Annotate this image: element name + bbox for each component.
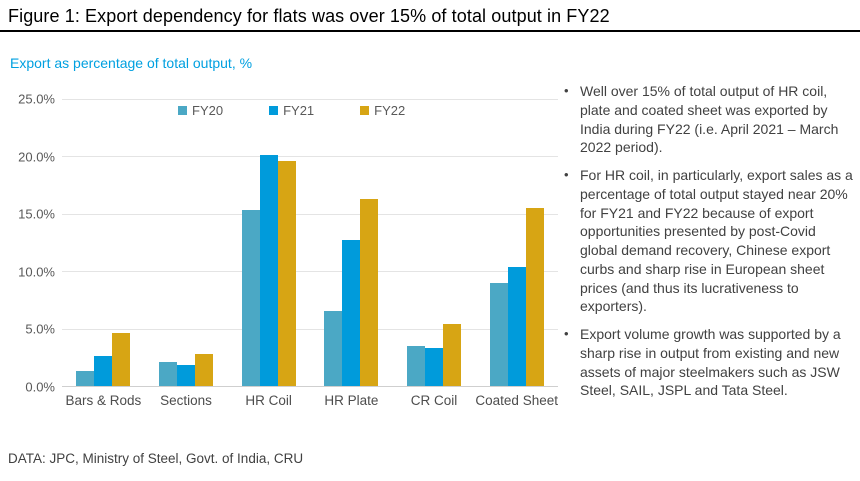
x-axis-label: Coated Sheet [475,393,558,408]
legend-item-fy22: FY22 [360,103,405,118]
gridline [62,213,558,215]
x-axis-labels: Bars & Rods Sections HR Coil HR Plate CR Coi… [62,393,558,408]
bar-fy21-hr-plate [342,240,361,386]
bar-fy22-coated-sheet [525,208,544,386]
y-tick-label: 20.0% [18,149,55,165]
bar-fy20-hr-coil [241,210,260,386]
bar-fy22-hr-coil [277,161,296,386]
bar-group [475,99,558,386]
legend-swatch-icon [360,106,370,115]
bar-fy20-hr-plate [324,311,343,386]
bar-fy22-bars-rods [112,333,131,386]
plot-area: FY20 FY21 FY22 [62,99,558,387]
data-source-note: DATA: JPC, Ministry of Steel, Govt. of I… [8,451,304,466]
bar-fy21-bars-rods [94,356,113,386]
figure-title-block: Figure 1: Export dependency for flats wa… [0,0,860,32]
chart-legend: FY20 FY21 FY22 [178,103,405,118]
x-axis-label: Bars & Rods [65,393,142,408]
y-tick-label: 25.0% [18,91,55,107]
bar-group [62,99,145,386]
bar-group [145,99,228,386]
legend-item-fy20: FY20 [178,103,223,118]
bar-fy21-sections [177,365,195,386]
bar-fy21-hr-coil [259,155,278,386]
bar-fy20-bars-rods [76,371,95,386]
bar-fy22-cr-coil [443,324,462,386]
bar-fy20-sections [159,361,177,386]
gridline [62,271,558,273]
legend-item-fy21: FY21 [269,103,314,118]
bar-fy22-sections [195,353,213,386]
bar-groups [62,99,558,386]
y-tick-label: 5.0% [25,321,55,337]
bar-group [227,99,310,386]
x-axis-label: HR Plate [324,393,379,408]
y-axis: 25.0% 20.0% 15.0% 10.0% 5.0% 0.0% [0,92,55,395]
legend-label: FY20 [192,103,224,118]
chart-subtitle: Export as percentage of total output, % [10,55,253,71]
y-tick-label: 15.0% [18,206,55,222]
legend-swatch-icon [269,106,279,115]
x-axis-label: Sections [160,393,212,408]
bar-group [393,99,476,386]
bar-fy20-cr-coil [407,345,426,386]
gridline [62,99,558,100]
bar-fy22-hr-plate [360,198,379,386]
legend-label: FY22 [374,103,406,118]
insight-list: Well over 15% of total output of HR coil… [558,82,856,400]
bar-fy21-coated-sheet [507,266,526,386]
gridline [62,156,558,158]
x-axis-label: HR Coil [245,393,292,408]
insight-bullet: For HR coil, in particularly, export sal… [558,166,856,316]
insight-bullet: Export volume growth was supported by a … [558,325,856,400]
insight-bullet: Well over 15% of total output of HR coil… [558,82,856,157]
x-axis-label: CR Coil [410,393,458,408]
bar-fy21-cr-coil [425,348,444,386]
legend-label: FY21 [283,103,315,118]
bar-fy20-coated-sheet [489,282,508,386]
insights-panel: Well over 15% of total output of HR coil… [558,82,856,409]
figure-title: Figure 1: Export dependency for flats wa… [8,6,610,26]
y-tick-label: 0.0% [25,379,55,395]
bar-group [310,99,393,386]
legend-swatch-icon [178,106,187,115]
gridline [62,328,558,330]
y-tick-label: 10.0% [18,264,55,280]
